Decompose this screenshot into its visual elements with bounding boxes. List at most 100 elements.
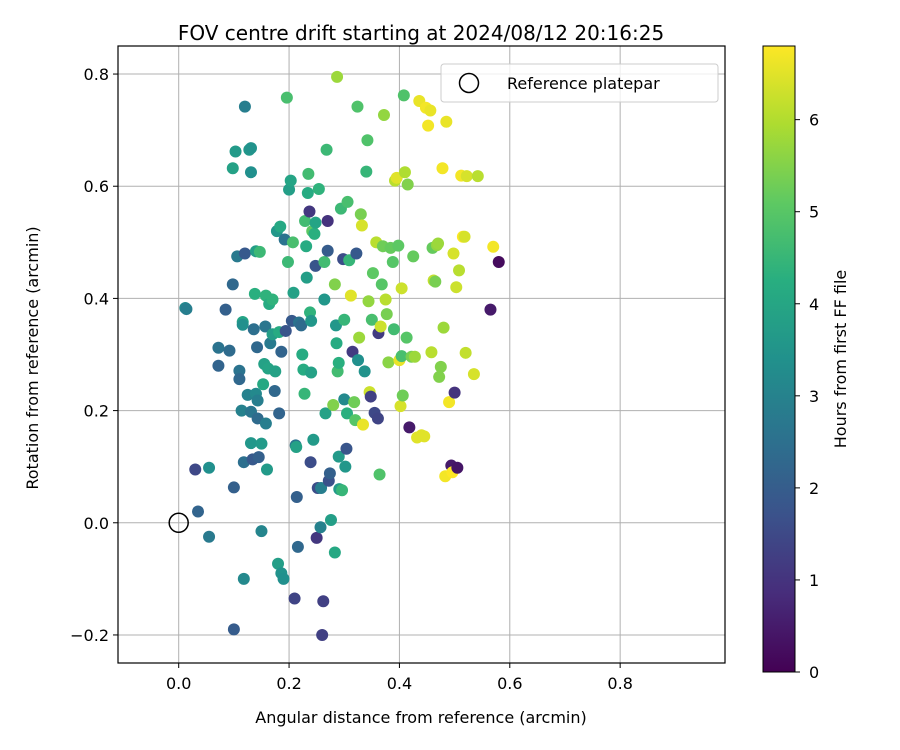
- scatter-point: [300, 240, 313, 253]
- scatter-point: [284, 174, 297, 187]
- scatter-point: [357, 418, 370, 431]
- scatter-point: [252, 451, 265, 464]
- scatter-point: [244, 166, 257, 179]
- scatter-point: [382, 356, 395, 369]
- scatter-point: [305, 314, 318, 327]
- scatter-point: [366, 267, 379, 280]
- scatter-point: [300, 271, 313, 284]
- scatter-point: [408, 350, 421, 363]
- scatter-point: [315, 481, 328, 494]
- colorbar-label: Hours from first FF file: [831, 270, 850, 449]
- scatter-point: [314, 521, 327, 534]
- scatter-point: [251, 394, 264, 407]
- scatter-point: [248, 287, 261, 300]
- chart-title: FOV centre drift starting at 2024/08/12 …: [178, 21, 664, 45]
- scatter-point: [341, 195, 354, 208]
- x-tick-label: 0.6: [497, 674, 522, 693]
- scatter-point: [296, 348, 309, 361]
- scatter-point: [305, 366, 318, 379]
- x-tick-label: 0.4: [387, 674, 412, 693]
- scatter-point: [226, 162, 239, 175]
- scatter-point: [336, 484, 349, 497]
- scatter-point: [330, 337, 343, 350]
- scatter-point: [467, 368, 480, 381]
- scatter-point: [401, 178, 414, 191]
- scatter-point: [323, 467, 336, 480]
- scatter-point: [386, 255, 399, 268]
- scatter-point: [244, 437, 257, 450]
- scatter-point: [361, 134, 374, 147]
- scatter-point: [328, 278, 341, 291]
- scatter-point: [353, 331, 366, 344]
- scatter-point: [189, 463, 202, 476]
- scatter-point: [436, 162, 449, 175]
- scatter-point: [302, 167, 315, 180]
- scatter-point: [392, 239, 405, 252]
- scatter-point: [443, 396, 456, 409]
- scatter-point: [227, 481, 240, 494]
- x-tick-label: 0.0: [166, 674, 191, 693]
- y-tick-label: −0.2: [70, 626, 109, 645]
- colorbar-tick-label: 6: [809, 111, 819, 130]
- scatter-point: [253, 245, 266, 258]
- scatter-point: [298, 387, 311, 400]
- scatter-point: [255, 437, 268, 450]
- scatter-point: [331, 70, 344, 83]
- scatter-point: [360, 165, 373, 178]
- legend: Reference platepar: [440, 63, 719, 103]
- scatter-points: [179, 70, 505, 641]
- colorbar-tick-label: 4: [809, 295, 819, 314]
- scatter-point: [290, 441, 303, 454]
- scatter-point: [321, 215, 334, 228]
- legend-box: [440, 63, 719, 103]
- scatter-point: [424, 104, 437, 117]
- scatter-point: [425, 346, 438, 359]
- scatter-point: [339, 460, 352, 473]
- scatter-point: [308, 227, 321, 240]
- scatter-point: [328, 546, 341, 559]
- x-tick-label: 0.8: [607, 674, 632, 693]
- scatter-point: [387, 323, 400, 336]
- scatter-point: [304, 456, 317, 469]
- scatter-point: [247, 323, 260, 336]
- colorbar-tick-label: 0: [809, 663, 819, 682]
- colorbar-gradient: [762, 45, 796, 673]
- scatter-point: [281, 255, 294, 268]
- scatter-point: [487, 240, 500, 253]
- scatter-point: [288, 592, 301, 605]
- scatter-point: [238, 247, 251, 260]
- scatter-point: [397, 89, 410, 102]
- scatter-point: [352, 354, 365, 367]
- scatter-point: [371, 412, 384, 425]
- scatter-point: [400, 331, 413, 344]
- scatter-point: [375, 278, 388, 291]
- scatter-point: [398, 166, 411, 179]
- scatter-point: [447, 247, 460, 260]
- scatter-point: [317, 595, 330, 608]
- scatter-point: [348, 396, 361, 409]
- grid-lines: [118, 46, 725, 663]
- legend-marker-icon: [458, 72, 480, 94]
- scatter-point: [459, 346, 472, 359]
- scatter-point: [448, 386, 461, 399]
- scatter-point: [203, 461, 216, 474]
- scatter-point: [434, 360, 447, 373]
- scatter-point: [279, 324, 292, 337]
- scatter-point: [275, 345, 288, 358]
- y-axis-label: Rotation from reference (arcmin): [23, 226, 42, 489]
- scatter-point: [422, 119, 435, 132]
- plot-frame: [117, 45, 726, 664]
- scatter-point: [325, 513, 338, 526]
- scatter-point: [269, 365, 282, 378]
- scatter-point: [355, 219, 368, 232]
- scatter-point: [301, 186, 314, 199]
- scatter-point: [223, 344, 236, 357]
- scatter-point: [453, 264, 466, 277]
- x-axis-label: Angular distance from reference (arcmin): [255, 708, 586, 727]
- scatter-point: [484, 303, 497, 316]
- scatter-point: [259, 320, 272, 333]
- plot-area: [118, 46, 725, 663]
- scatter-point: [440, 115, 453, 128]
- scatter-point: [312, 183, 325, 196]
